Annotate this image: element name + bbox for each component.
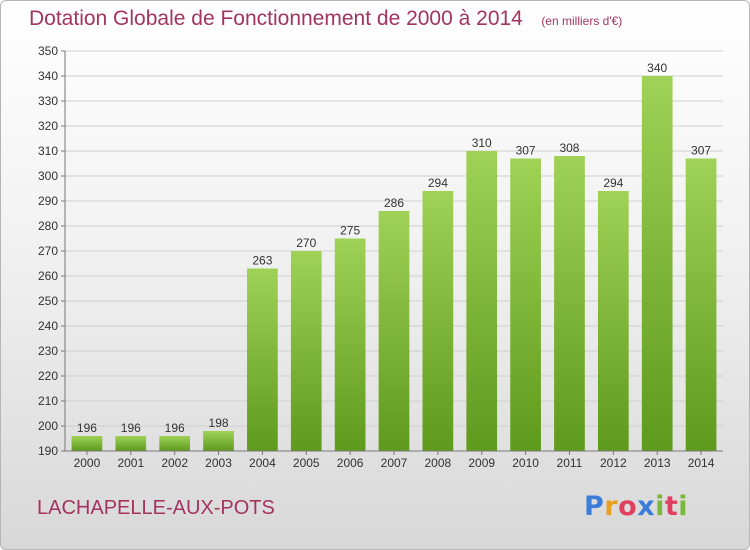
bar-value-label: 286 <box>384 196 404 210</box>
bar <box>159 436 191 451</box>
y-tick-label: 300 <box>38 169 58 183</box>
bar <box>422 191 454 451</box>
title-text: Dotation Globale de Fonctionnement de 20… <box>29 7 523 30</box>
y-tick-label: 250 <box>38 294 58 308</box>
y-tick-label: 290 <box>38 194 58 208</box>
bar <box>554 156 585 451</box>
y-tick-label: 340 <box>38 69 58 83</box>
bar-value-label: 198 <box>209 416 229 430</box>
bar-value-label: 275 <box>340 224 360 238</box>
logo-letter: t <box>664 491 679 522</box>
y-tick-label: 280 <box>38 219 58 233</box>
x-tick-label: 2013 <box>644 456 671 470</box>
bar-value-label: 310 <box>472 136 492 150</box>
unit-label: (en milliers d'€) <box>541 14 623 28</box>
proxiti-logo[interactable]: Proxiti <box>584 491 688 522</box>
logo-letter: i <box>678 491 689 522</box>
bar <box>71 436 103 451</box>
x-tick-label: 2003 <box>205 456 232 470</box>
y-tick-label: 330 <box>38 94 58 108</box>
bar-value-label: 294 <box>428 176 448 190</box>
x-tick-label: 2005 <box>293 456 320 470</box>
bar-value-label: 196 <box>77 421 97 435</box>
bar-value-label: 308 <box>559 141 579 155</box>
bar <box>685 158 717 451</box>
bar <box>247 268 278 451</box>
y-tick-label: 320 <box>38 119 58 133</box>
logo-letter: x <box>637 491 656 522</box>
y-tick-label: 190 <box>38 444 58 458</box>
bar-value-label: 307 <box>691 144 711 158</box>
y-tick-label: 240 <box>38 319 58 333</box>
x-tick-label: 2010 <box>512 456 539 470</box>
bar <box>203 431 234 451</box>
x-tick-label: 2004 <box>249 456 276 470</box>
bar <box>466 151 498 451</box>
x-tick-label: 2000 <box>74 456 101 470</box>
bar-value-label: 270 <box>296 236 316 250</box>
x-tick-label: 2002 <box>161 456 188 470</box>
bar-value-label: 307 <box>516 144 536 158</box>
bar <box>510 158 541 451</box>
y-tick-label: 270 <box>38 244 58 258</box>
x-tick-label: 2012 <box>600 456 627 470</box>
x-tick-label: 2009 <box>468 456 495 470</box>
y-tick-label: 220 <box>38 369 58 383</box>
x-tick-label: 2008 <box>425 456 452 470</box>
bar <box>641 76 673 451</box>
y-tick-label: 200 <box>38 419 58 433</box>
bar <box>290 251 322 451</box>
commune-name: LACHAPELLE-AUX-POTS <box>37 497 275 519</box>
bar <box>115 436 147 451</box>
x-tick-label: 2006 <box>337 456 364 470</box>
y-tick-label: 210 <box>38 394 58 408</box>
axes: 190 200 210 220 230 240 250 260 270 280 290 300 310 3… <box>38 44 723 470</box>
bar-value-label: 196 <box>121 421 141 435</box>
y-tick-label: 260 <box>38 269 58 283</box>
bar-value-label: 196 <box>165 421 185 435</box>
bar-value-label: 340 <box>647 61 667 75</box>
logo-letter: i <box>655 491 665 522</box>
bar <box>597 191 629 451</box>
logo-letter: P <box>584 491 605 522</box>
x-tick-label: 2014 <box>688 456 715 470</box>
bar <box>334 238 366 451</box>
y-tick-label: 230 <box>38 344 58 358</box>
logo-letter: o <box>618 491 638 522</box>
logo-letter: r <box>604 491 619 522</box>
bar-value-label: 263 <box>252 254 272 268</box>
bar <box>378 211 410 451</box>
x-tick-label: 2011 <box>557 456 583 470</box>
y-tick-label: 350 <box>38 44 58 58</box>
x-tick-label: 2007 <box>381 456 408 470</box>
y-tick-label: 310 <box>38 144 58 158</box>
bars: 196 196 196 198 263 270 275 286 294 310 307 308 294 3… <box>71 61 717 451</box>
x-tick-label: 2001 <box>117 456 144 470</box>
bar-value-label: 294 <box>603 176 623 190</box>
chart-title: Dotation Globale de Fonctionnement de 20… <box>29 7 622 31</box>
